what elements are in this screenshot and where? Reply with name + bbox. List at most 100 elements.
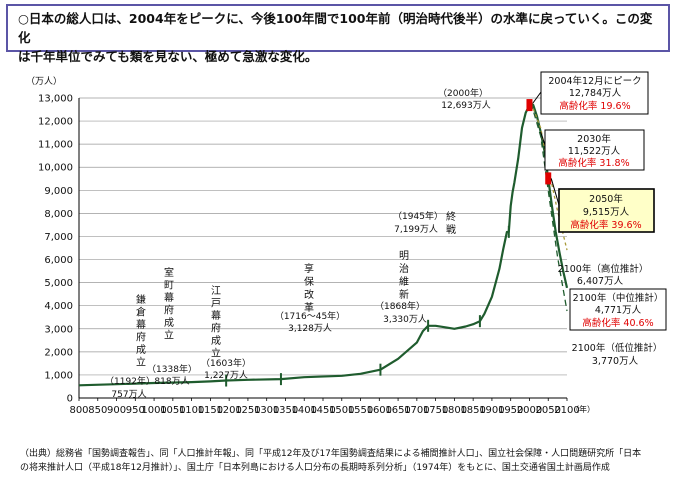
x-tick-label: 1600 [367,405,392,416]
series-line-actual [78,102,532,387]
muromachi-label-char: 町 [164,281,174,292]
kamakura-value: 757万人 [111,389,146,400]
kyoho-value: 3,128万人 [288,323,332,334]
y2030-callout-line-1: 2030年 [577,133,611,145]
mid2100-line-2: 4,771万人 [595,305,642,316]
x-tick-label: 1400 [292,405,317,416]
y-tick-label: 5,000 [44,278,73,289]
low2100-line-1: 2100年（低位推計） [572,342,663,354]
series-lines [78,102,569,387]
kyoho-label-char: 享 [304,262,314,275]
y-tick-label: 2,000 [44,347,73,358]
meiji-year: （1868年） [375,300,425,312]
meiji-label-char: 新 [399,288,409,301]
x-tick-label: 1300 [254,405,279,416]
edo-label-char: 戸 [211,298,221,310]
muromachi-label-char: 幕 [164,291,174,304]
mid2100-aging: 高齢化率 40.6% [582,317,653,329]
x-tick-label: 1000 [141,405,166,416]
peak-marker [545,172,552,185]
y2030-callout-line-2: 11,522万人 [568,146,621,157]
kamakura-label-char: 立 [136,356,146,369]
peak-callout-box [540,71,649,115]
y2030-callout-box [544,129,645,171]
x-tick-label: 1550 [348,405,373,416]
x-tick-label: 850 [88,405,107,416]
y2030-callout-aging: 高齢化率 31.8% [558,157,629,169]
peak-callout-line-2: 12,784万人 [569,88,622,99]
kyoho-label-char: 革 [304,301,314,314]
x-tick-label: 1850 [460,405,485,416]
x-tick-label: 1150 [198,405,223,416]
kamakura-label-char: 成 [136,344,146,356]
high2100-line-2: 6,407万人 [577,276,624,287]
y-tick-label: 10,000 [38,163,73,174]
x-tick-label: 1700 [404,405,429,416]
edo-label-char: 江 [211,285,221,297]
x-tick-label: 1750 [423,405,448,416]
x-tick-label: 2050 [536,405,561,416]
muromachi-label-char: 成 [164,317,174,329]
y-tick-label: 9,000 [44,186,73,197]
x-tick-label: 950 [126,405,145,416]
x-tick-label: 1100 [179,405,204,416]
edo-label-char: 立 [211,347,221,360]
y-tick-label: 0 [67,394,73,405]
x-tick-label: 900 [107,405,126,416]
edo-year: （1603年） [201,357,251,369]
y-tick-label: 11,000 [38,140,73,151]
mid2100-line-1: 2100年（中位推計） [573,292,664,304]
x-tick-label: 1050 [160,405,185,416]
edo-label-char: 幕 [211,309,221,322]
headline-line-2: は千年単位でみても類を見ない、極めて急激な変化。 [18,49,318,64]
war-end-value: 7,199万人 [394,224,438,235]
y-tick-label: 4,000 [44,301,73,312]
source-line-2: の将来推計人口（平成18年12月推計）」、国土庁「日本列島における人口分布の長期… [20,463,610,473]
headline-box: ○日本の総人口は、2004年をピークに、今後100年間で100年前（明治時代後半… [6,4,670,64]
y2000-year: （2000年） [438,87,488,99]
series-line-projection-low [530,102,568,312]
kyoho-label-char: 改 [304,288,314,301]
x-tick-label: 1200 [216,405,241,416]
high2100-line-1: 2100年（高位推計） [558,263,649,275]
mid2100-callout-box [569,288,667,331]
low2100-line-2: 3,770万人 [592,356,639,367]
muromachi-label-char: 府 [164,304,174,317]
meiji-label-char: 維 [399,275,409,288]
axes: 0 1,000 2,000 3,000 4,000 5,000 6,000 7,000 8,00… [26,76,595,416]
war-end-label-char: 終 [446,210,456,223]
y-tick-label: 6,000 [44,255,73,266]
edo-label-char: 成 [211,335,221,347]
y-tick-label: 8,000 [44,209,73,220]
kyoho-label-char: 保 [304,275,314,288]
annotations: 鎌倉幕府成立（1192年）757万人室町幕府成立（1338年）818万人江戸幕府… [105,87,491,400]
x-tick-label: 1500 [329,405,354,416]
headline-line-1: ○日本の総人口は、2004年をピークに、今後100年間で100年前（明治時代後半… [18,11,653,45]
y-tick-label: 3,000 [44,324,73,335]
muromachi-value: 818万人 [154,376,189,387]
y-tick-label: 7,000 [44,232,73,243]
war-end-year: （1945年） [393,210,443,222]
x-tick-label: 1650 [385,405,410,416]
kamakura-label-char: 鎌 [136,293,146,306]
y-unit-label: （万人） [26,76,62,87]
gridlines [79,97,567,399]
x-tick-label: 2000 [517,405,542,416]
x-tick-label: 1900 [479,405,504,416]
x-tick-label: 1800 [442,405,467,416]
y-tick-label: 1,000 [44,370,73,381]
kamakura-label-char: 幕 [136,318,146,331]
y2030-leader [540,131,546,146]
muromachi-label-char: 室 [164,266,174,279]
meiji-label-char: 明 [399,250,409,262]
y2050-callout-line-1: 2050年 [589,193,623,205]
x-tick-label: 2100 [554,405,579,416]
x-tick-label: 800 [69,405,88,416]
event-markers [225,99,552,387]
source-note: （出典）総務省「国勢調査報告」、同「人口推計年報」、同「平成12年及び17年国勢… [20,447,670,475]
x-unit-label: （年） [571,404,595,414]
edo-label-char: 府 [211,322,221,335]
y-tick-label: 13,000 [38,94,73,105]
